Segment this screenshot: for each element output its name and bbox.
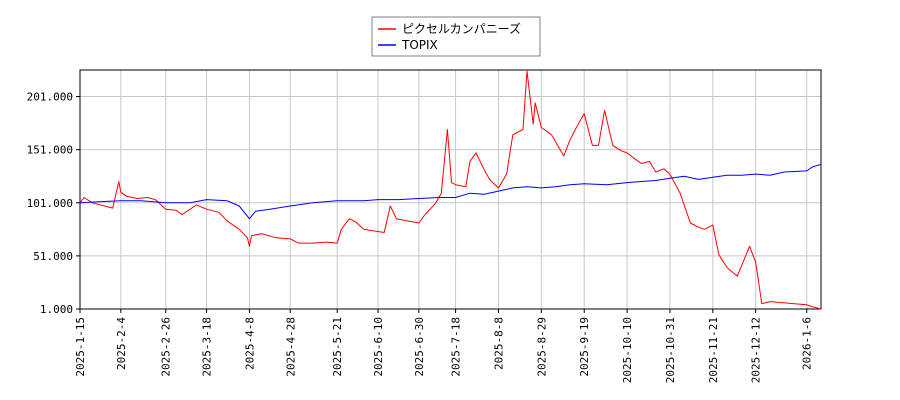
x-tick-label: 2025-2-4 — [115, 317, 128, 370]
y-tick-label: 1.000 — [40, 303, 73, 316]
x-tick-label: 2025-6-30 — [413, 317, 426, 377]
x-tick-label: 2025-2-26 — [160, 317, 173, 377]
x-tick-label: 2025-8-29 — [535, 317, 548, 377]
y-axis-ticks: 1.000 51.000 101.000 151.000 201.000 — [27, 91, 80, 316]
x-axis-ticks: 2025-1-15 2025-2-4 2025-2-26 2025-3-18 2025-… — [74, 309, 814, 383]
x-tick-label: 2025-5-21 — [331, 317, 344, 377]
grid — [79, 70, 821, 310]
y-tick-label: 51.000 — [33, 250, 73, 263]
series-line-1 — [79, 164, 822, 220]
x-tick-label: 2025-8-8 — [492, 317, 505, 370]
x-tick-label: 2025-12-12 — [750, 317, 763, 383]
legend-label-1: TOPIX — [401, 38, 438, 52]
legend: ピクセルカンパニーズ TOPIX — [371, 16, 541, 57]
x-tick-label: 2025-9-19 — [578, 317, 591, 377]
x-tick-label: 2025-10-31 — [664, 317, 677, 383]
plot-frame — [79, 69, 822, 310]
x-tick-label: 2025-11-21 — [707, 317, 720, 383]
x-tick-label: 2026-1-6 — [801, 317, 814, 370]
x-tick-label: 2025-3-18 — [201, 317, 214, 377]
x-tick-label: 2025-4-28 — [284, 317, 297, 377]
y-tick-label: 201.000 — [27, 91, 73, 104]
y-tick-label: 151.000 — [27, 144, 73, 157]
series-line-0 — [79, 70, 822, 310]
x-tick-label: 2025-4-8 — [243, 317, 256, 370]
x-tick-label: 2025-7-18 — [450, 317, 463, 377]
x-tick-label: 2025-1-15 — [74, 317, 87, 377]
series-layer — [79, 70, 822, 310]
x-tick-label: 2025-10-10 — [621, 317, 634, 383]
x-tick-label: 2025-6-10 — [372, 317, 385, 377]
legend-box — [371, 16, 541, 57]
y-tick-label: 101.000 — [27, 197, 73, 210]
legend-label-0: ピクセルカンパニーズ — [402, 21, 521, 36]
